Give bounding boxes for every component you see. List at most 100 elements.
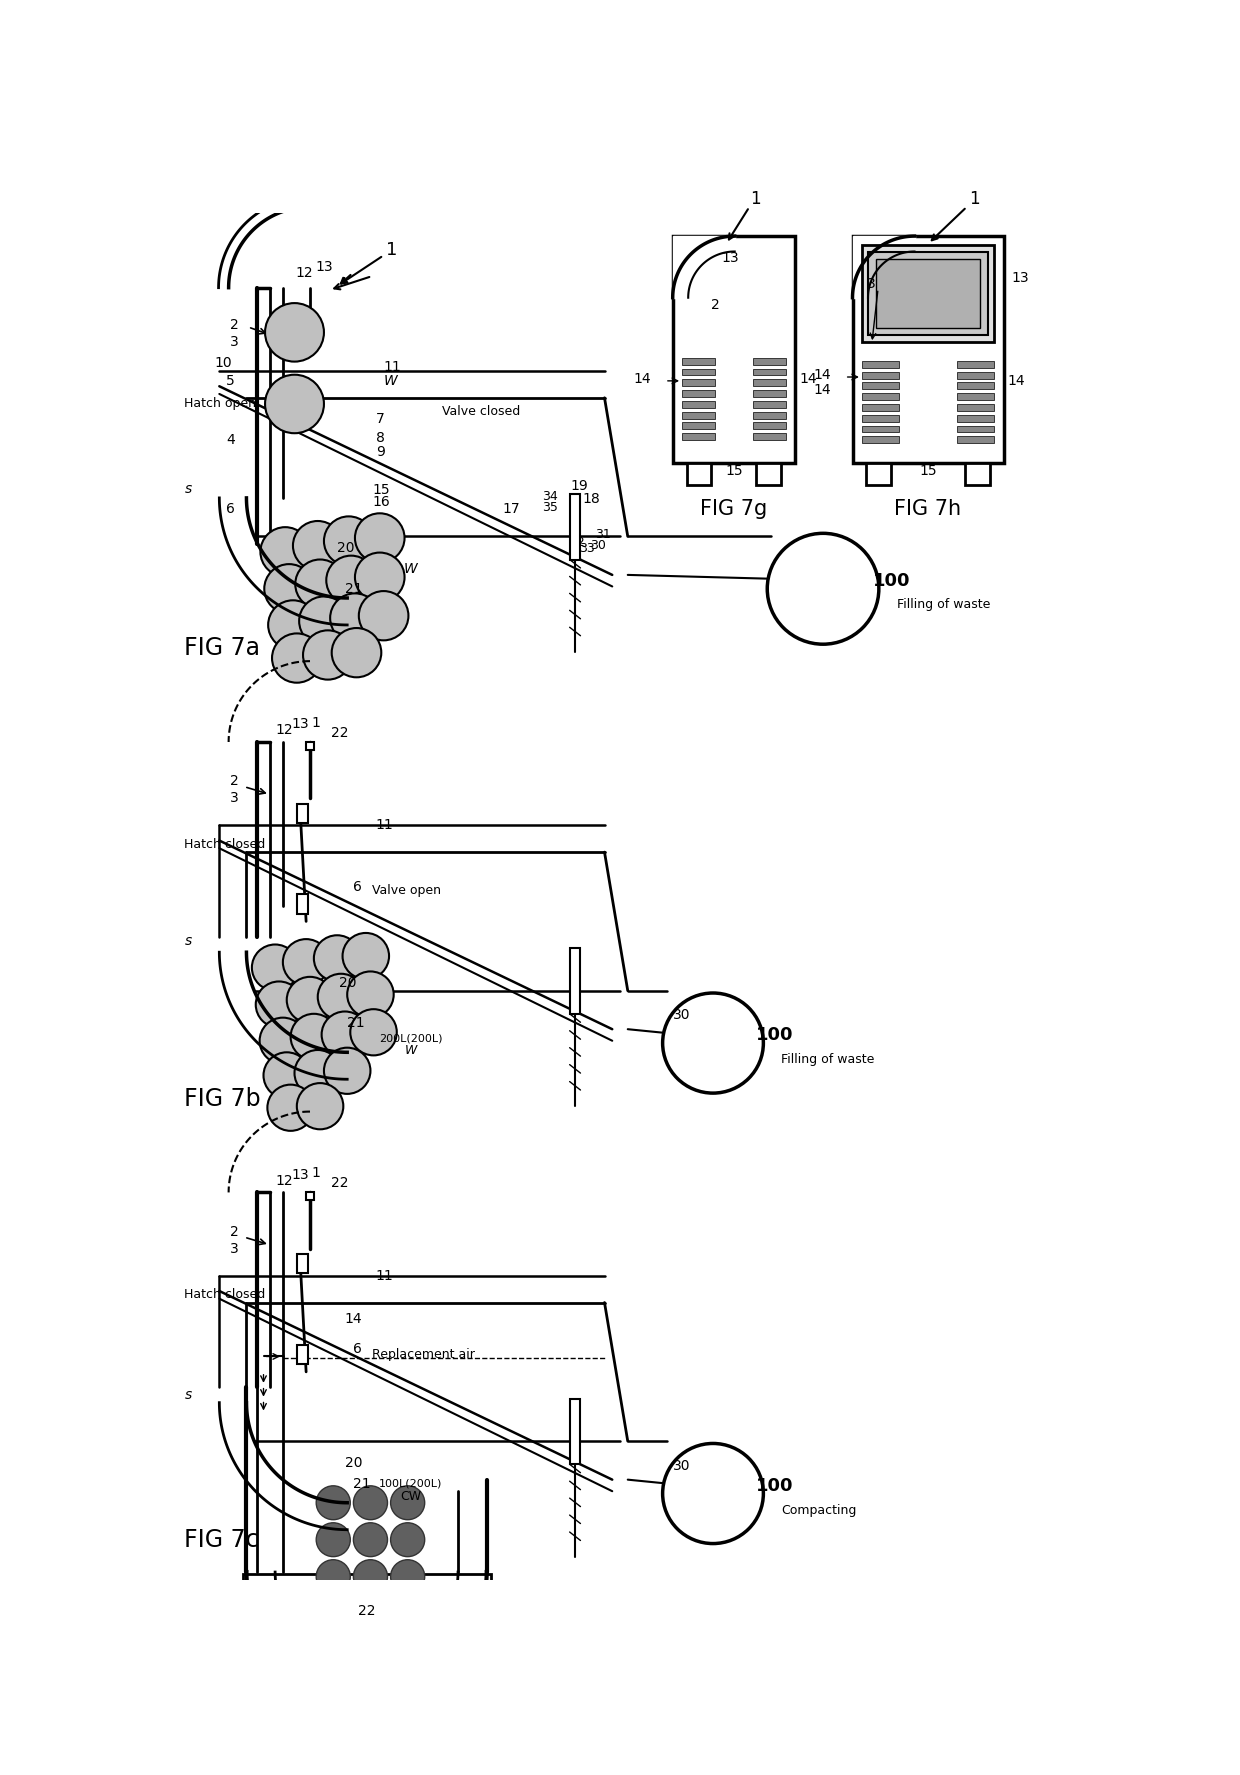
Bar bbox=[756, 463, 781, 485]
Circle shape bbox=[260, 527, 310, 577]
Text: 1: 1 bbox=[386, 241, 397, 259]
Bar bbox=[296, 1255, 308, 1273]
Text: 200L(200L): 200L(200L) bbox=[379, 1033, 443, 1044]
Bar bbox=[682, 369, 714, 376]
Text: 12: 12 bbox=[275, 1173, 293, 1187]
Circle shape bbox=[391, 1486, 424, 1519]
Bar bbox=[754, 380, 786, 387]
Text: Valve closed: Valve closed bbox=[441, 405, 520, 419]
Text: 2: 2 bbox=[711, 298, 719, 312]
Circle shape bbox=[321, 1012, 368, 1058]
Bar bbox=[862, 415, 899, 422]
Bar bbox=[957, 360, 994, 367]
Text: Hatch closed: Hatch closed bbox=[185, 1289, 265, 1301]
Circle shape bbox=[353, 1523, 388, 1557]
Text: 30: 30 bbox=[673, 1008, 691, 1022]
Text: 6: 6 bbox=[352, 1342, 362, 1356]
Bar bbox=[754, 369, 786, 376]
Bar bbox=[754, 412, 786, 419]
Bar bbox=[957, 426, 994, 433]
Text: 1: 1 bbox=[311, 715, 321, 730]
Text: 1: 1 bbox=[750, 190, 761, 208]
Circle shape bbox=[326, 556, 376, 605]
Bar bbox=[875, 259, 981, 328]
Circle shape bbox=[353, 1598, 388, 1631]
Bar bbox=[862, 405, 899, 410]
Circle shape bbox=[296, 1083, 343, 1129]
Circle shape bbox=[353, 1486, 388, 1519]
Circle shape bbox=[391, 1560, 424, 1594]
Text: 30: 30 bbox=[590, 540, 606, 552]
Circle shape bbox=[662, 1443, 764, 1544]
Bar bbox=[754, 359, 786, 364]
Text: FIG 7c: FIG 7c bbox=[185, 1528, 259, 1551]
Text: FIG 7g: FIG 7g bbox=[701, 499, 768, 520]
Polygon shape bbox=[853, 236, 915, 298]
Circle shape bbox=[662, 992, 764, 1093]
Bar bbox=[868, 252, 988, 335]
Text: 15: 15 bbox=[725, 463, 743, 477]
Text: 5: 5 bbox=[226, 375, 234, 389]
Text: W: W bbox=[404, 561, 418, 575]
Circle shape bbox=[263, 1053, 310, 1099]
Text: 9: 9 bbox=[376, 446, 384, 458]
Circle shape bbox=[347, 971, 394, 1017]
Text: 4: 4 bbox=[226, 433, 234, 447]
Text: FIG 7a: FIG 7a bbox=[185, 635, 260, 660]
Circle shape bbox=[295, 559, 345, 609]
Bar bbox=[306, 1193, 314, 1200]
Bar bbox=[754, 390, 786, 398]
Text: 21: 21 bbox=[347, 1015, 365, 1030]
Circle shape bbox=[268, 1085, 314, 1131]
Circle shape bbox=[355, 552, 404, 602]
Bar bbox=[965, 463, 990, 485]
Bar bbox=[754, 422, 786, 430]
Circle shape bbox=[314, 935, 361, 982]
Bar bbox=[862, 394, 899, 399]
Text: FIG 7h: FIG 7h bbox=[894, 499, 962, 520]
Text: Filling of waste: Filling of waste bbox=[897, 598, 990, 611]
Circle shape bbox=[255, 982, 303, 1028]
Text: 2: 2 bbox=[229, 318, 238, 332]
Circle shape bbox=[316, 1560, 351, 1594]
Text: Filling of waste: Filling of waste bbox=[781, 1054, 874, 1067]
Text: 2: 2 bbox=[229, 774, 238, 788]
Circle shape bbox=[259, 1017, 306, 1063]
Circle shape bbox=[330, 593, 379, 643]
Text: 14: 14 bbox=[345, 1312, 362, 1326]
Text: 8: 8 bbox=[376, 431, 384, 446]
Bar bbox=[306, 742, 314, 749]
Text: 31: 31 bbox=[595, 529, 611, 541]
Text: 14: 14 bbox=[813, 383, 831, 398]
Bar bbox=[957, 371, 994, 378]
Text: 20: 20 bbox=[337, 541, 355, 556]
Text: 16: 16 bbox=[372, 495, 389, 509]
Bar bbox=[862, 382, 899, 389]
Circle shape bbox=[290, 1014, 337, 1060]
Bar bbox=[682, 359, 714, 364]
Text: 20: 20 bbox=[345, 1456, 362, 1470]
Circle shape bbox=[264, 564, 314, 614]
Text: 14: 14 bbox=[799, 371, 817, 385]
Bar bbox=[296, 1345, 308, 1365]
Text: 100: 100 bbox=[756, 1026, 794, 1044]
Bar bbox=[682, 412, 714, 419]
Text: 15: 15 bbox=[372, 483, 389, 497]
Circle shape bbox=[353, 1560, 388, 1594]
Circle shape bbox=[293, 522, 342, 570]
Bar bbox=[687, 463, 712, 485]
Text: 13: 13 bbox=[291, 1168, 310, 1182]
Text: 100: 100 bbox=[873, 572, 910, 589]
Text: W: W bbox=[383, 375, 397, 389]
Circle shape bbox=[268, 600, 317, 650]
Text: 13: 13 bbox=[1012, 272, 1029, 286]
Text: 11: 11 bbox=[383, 360, 402, 375]
Circle shape bbox=[317, 974, 365, 1021]
Circle shape bbox=[299, 596, 348, 646]
Circle shape bbox=[316, 1486, 351, 1519]
Circle shape bbox=[295, 1051, 341, 1097]
Text: 21: 21 bbox=[345, 582, 362, 596]
Circle shape bbox=[252, 944, 299, 990]
Bar bbox=[569, 948, 580, 1014]
Text: 3: 3 bbox=[229, 1242, 238, 1255]
